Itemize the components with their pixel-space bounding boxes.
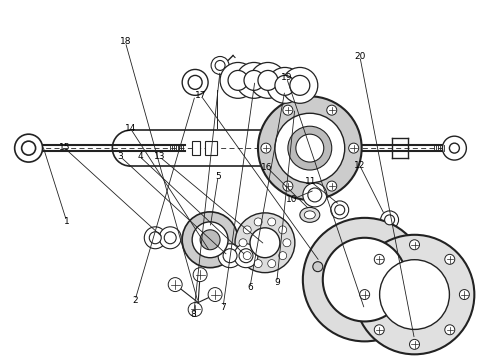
Circle shape — [308, 188, 322, 202]
Circle shape — [268, 218, 276, 226]
Text: 12: 12 — [354, 161, 366, 170]
Circle shape — [303, 183, 327, 207]
Circle shape — [323, 238, 407, 321]
Circle shape — [254, 260, 262, 267]
Circle shape — [236, 62, 272, 98]
Circle shape — [234, 244, 258, 268]
Circle shape — [331, 201, 349, 219]
Circle shape — [296, 134, 324, 162]
Circle shape — [243, 226, 251, 234]
Circle shape — [144, 227, 166, 249]
Circle shape — [182, 212, 238, 268]
Circle shape — [244, 71, 264, 90]
Circle shape — [261, 143, 271, 153]
Circle shape — [149, 232, 161, 244]
Circle shape — [268, 260, 276, 267]
Circle shape — [385, 215, 394, 225]
Text: 6: 6 — [247, 283, 253, 292]
Circle shape — [200, 230, 220, 250]
Text: 13: 13 — [154, 152, 165, 161]
Circle shape — [327, 181, 337, 191]
Text: 7: 7 — [220, 303, 226, 312]
Circle shape — [410, 240, 419, 250]
Circle shape — [283, 239, 291, 247]
Text: 3: 3 — [118, 152, 123, 161]
Text: 8: 8 — [191, 310, 196, 319]
Text: 19: 19 — [281, 73, 292, 82]
Circle shape — [282, 67, 318, 103]
Circle shape — [349, 143, 359, 153]
Text: 1: 1 — [64, 217, 70, 226]
Circle shape — [303, 218, 426, 341]
Circle shape — [313, 262, 323, 272]
Circle shape — [192, 222, 228, 258]
Circle shape — [374, 255, 384, 264]
Text: 4: 4 — [137, 152, 143, 161]
Circle shape — [327, 105, 337, 115]
Text: 14: 14 — [124, 123, 136, 132]
Circle shape — [335, 205, 345, 215]
Circle shape — [218, 244, 242, 268]
Circle shape — [290, 75, 310, 95]
Circle shape — [188, 302, 202, 316]
Circle shape — [283, 105, 293, 115]
Circle shape — [22, 141, 36, 155]
Circle shape — [445, 325, 455, 335]
Text: 15: 15 — [58, 143, 70, 152]
Text: 9: 9 — [274, 278, 280, 287]
Circle shape — [159, 227, 181, 249]
Circle shape — [182, 69, 208, 95]
Text: 11: 11 — [305, 177, 317, 186]
Circle shape — [220, 62, 256, 98]
Circle shape — [228, 71, 248, 90]
Text: 20: 20 — [354, 52, 366, 61]
Circle shape — [235, 213, 295, 273]
Circle shape — [223, 249, 237, 263]
Text: 5: 5 — [215, 172, 221, 181]
Circle shape — [250, 62, 286, 98]
Circle shape — [380, 260, 449, 329]
Circle shape — [211, 57, 229, 75]
Circle shape — [275, 75, 295, 95]
Circle shape — [243, 252, 251, 260]
Circle shape — [279, 252, 287, 260]
Circle shape — [288, 126, 332, 170]
Circle shape — [410, 339, 419, 349]
Circle shape — [254, 218, 262, 226]
Text: 16: 16 — [261, 163, 273, 172]
Circle shape — [381, 211, 398, 229]
Text: 18: 18 — [120, 37, 131, 46]
Text: 10: 10 — [286, 195, 297, 204]
Text: 2: 2 — [132, 296, 138, 305]
FancyBboxPatch shape — [205, 141, 217, 155]
Circle shape — [215, 60, 225, 71]
Circle shape — [15, 134, 43, 162]
Circle shape — [250, 228, 280, 258]
Circle shape — [445, 255, 455, 264]
Ellipse shape — [304, 211, 315, 219]
Circle shape — [275, 113, 345, 183]
Text: 17: 17 — [196, 91, 207, 100]
Circle shape — [258, 71, 278, 90]
Circle shape — [449, 143, 460, 153]
Circle shape — [208, 288, 222, 302]
Circle shape — [239, 239, 247, 247]
Ellipse shape — [300, 207, 320, 222]
Circle shape — [279, 226, 287, 234]
Circle shape — [283, 181, 293, 191]
Circle shape — [442, 136, 466, 160]
Circle shape — [193, 268, 207, 282]
Circle shape — [355, 235, 474, 354]
Circle shape — [267, 67, 303, 103]
Circle shape — [168, 278, 182, 292]
Circle shape — [188, 75, 202, 89]
Circle shape — [164, 232, 176, 244]
Circle shape — [239, 249, 253, 263]
Circle shape — [460, 289, 469, 300]
Circle shape — [374, 325, 384, 335]
Circle shape — [258, 96, 362, 200]
FancyBboxPatch shape — [192, 141, 200, 155]
Circle shape — [360, 289, 369, 300]
